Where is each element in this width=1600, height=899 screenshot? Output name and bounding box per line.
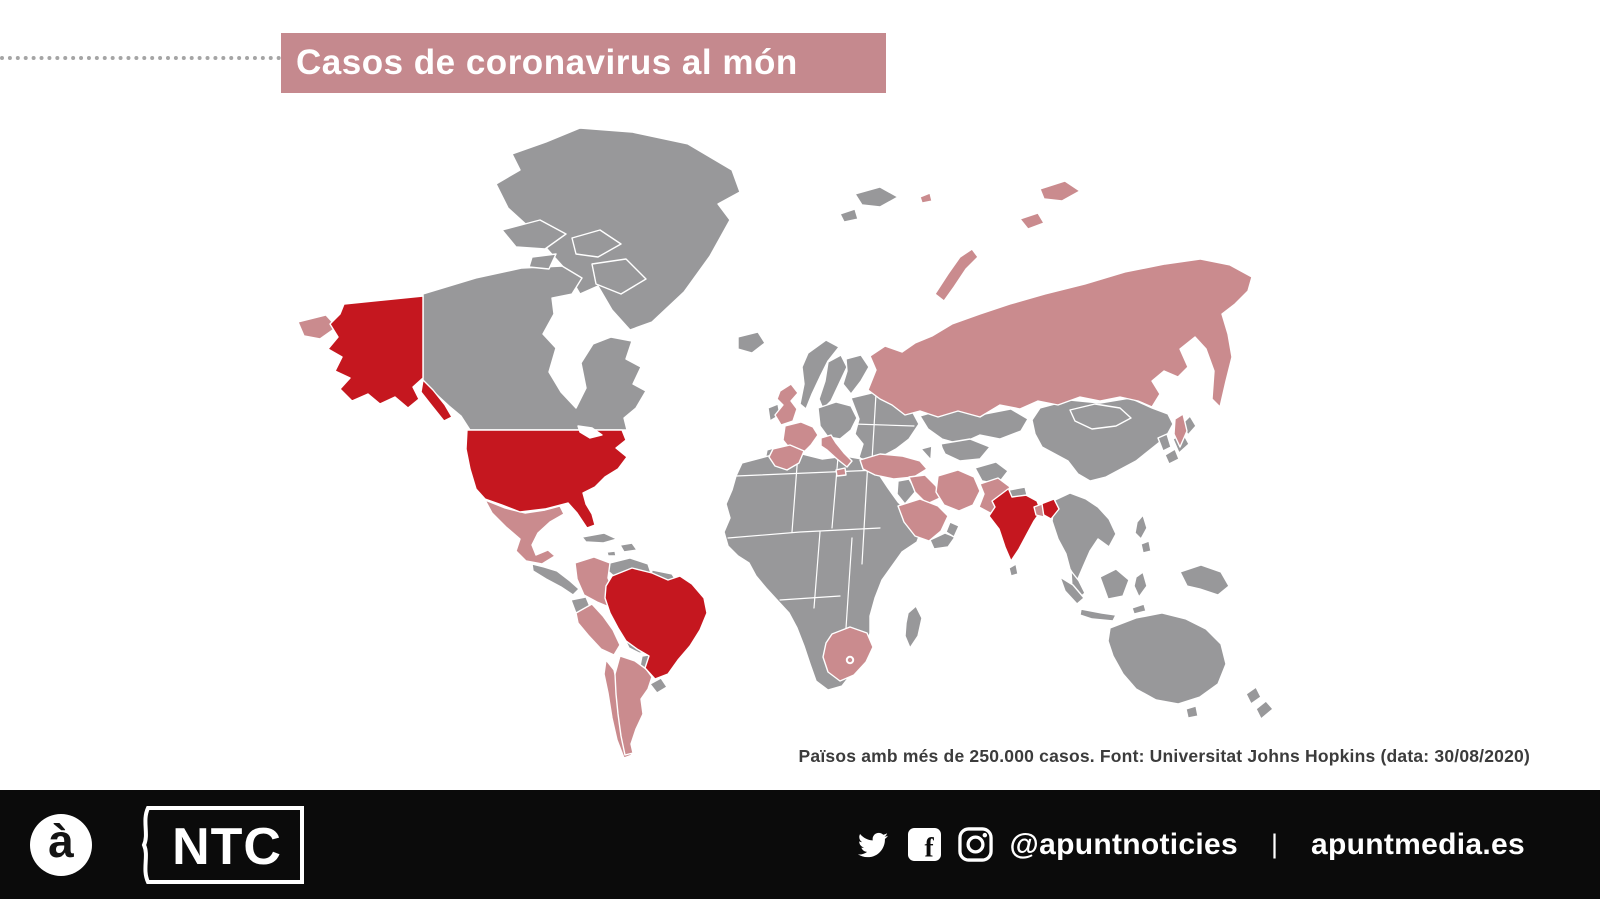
country-oman <box>945 521 960 538</box>
country-uruguay <box>649 677 668 694</box>
country-south-africa <box>822 626 874 682</box>
island-tasmania <box>1185 705 1199 719</box>
country-peru <box>575 603 621 656</box>
island-sakhalin <box>1173 413 1188 448</box>
canada-arctic-island <box>528 253 557 270</box>
island-novaya-zemlya <box>934 248 979 302</box>
title-banner: Casos de coronavirus al món <box>281 33 886 93</box>
country-svalbard <box>839 208 859 223</box>
social-handle: @apuntnoticies <box>1009 827 1239 861</box>
island-sicily <box>835 467 847 477</box>
russia-arctic-island <box>1039 180 1081 202</box>
country-iceland <box>737 331 766 354</box>
country-japan <box>1164 448 1180 465</box>
ntc-logo-text: NTC <box>172 818 282 876</box>
title-connector-dots <box>0 56 281 60</box>
country-mongolia <box>1069 403 1132 430</box>
country-turkey <box>859 453 928 480</box>
page-title: Casos de coronavirus al món <box>296 43 798 82</box>
country-nepal <box>1008 486 1028 498</box>
region-levant <box>896 478 917 505</box>
country-cuba <box>581 532 618 544</box>
island-sulawesi <box>1133 571 1148 598</box>
country-bangladesh <box>1033 503 1045 518</box>
landmasses-default <box>422 127 1274 720</box>
region-chukotka <box>297 314 338 340</box>
country-brazil <box>604 567 708 680</box>
country-madagascar <box>904 605 923 649</box>
canada-arctic-island <box>501 219 567 250</box>
island-jamaica <box>606 550 617 557</box>
country-korea <box>1157 433 1172 452</box>
apunt-logo: à <box>30 813 92 876</box>
island-sumatra <box>1059 576 1085 605</box>
russia-arctic-island <box>919 192 933 204</box>
region-southeast-asia <box>1051 492 1117 582</box>
country-sri-lanka <box>1008 563 1019 577</box>
country-lesotho <box>845 655 855 665</box>
island-new-guinea <box>1179 564 1230 596</box>
region-central-america <box>531 563 580 596</box>
facebook-icon: f <box>907 828 941 861</box>
world-map <box>297 127 1274 758</box>
great-lakes <box>577 425 603 439</box>
country-india <box>988 488 1042 562</box>
ntc-logo: NTC <box>141 805 304 884</box>
country-mexico <box>484 499 565 565</box>
footer-bar: à NTC f @apuntnoticies | apuntmedia.es <box>0 790 1600 899</box>
country-greenland <box>495 127 741 331</box>
island-borneo <box>1099 568 1130 600</box>
country-svalbard <box>854 186 899 208</box>
source-caption: Països amb més de 250.000 casos. Font: U… <box>798 746 1530 766</box>
region-central-europe <box>817 401 858 440</box>
canada-arctic-island <box>571 229 622 258</box>
country-iraq <box>908 474 941 505</box>
countries-over-250k-cases <box>297 180 1253 758</box>
country-finland <box>842 354 870 395</box>
country-border-lines <box>727 393 915 629</box>
country-philippines <box>1134 514 1148 540</box>
country-baffin-island <box>591 258 647 295</box>
country-philippines <box>1140 540 1152 554</box>
alaska-panhandle <box>420 379 453 422</box>
country-new-zealand <box>1245 686 1262 705</box>
countries-highest-cases <box>327 295 1060 680</box>
overlay-details <box>577 425 1045 665</box>
island-java <box>1079 608 1117 622</box>
ntc-logo-frame <box>141 805 304 884</box>
region-central-asia <box>939 438 991 462</box>
separator-pipe: | <box>1271 829 1279 859</box>
instagram-icon <box>957 827 993 862</box>
country-new-zealand <box>1255 700 1274 720</box>
country-united-kingdom <box>774 383 799 426</box>
country-norway <box>799 339 840 410</box>
country-saudi-arabia <box>897 498 949 542</box>
website-url: apuntmedia.es <box>1311 827 1525 861</box>
country-russia <box>867 258 1253 418</box>
country-australia <box>1107 612 1227 705</box>
country-italy <box>820 434 853 468</box>
country-sweden <box>818 354 848 410</box>
country-yemen <box>929 532 956 550</box>
island-hispaniola <box>619 542 638 553</box>
state-alaska <box>327 295 424 409</box>
apunt-logo-letter: à <box>48 814 74 867</box>
svg-text:f: f <box>924 831 934 861</box>
country-iran <box>935 469 981 512</box>
island-timor <box>1131 603 1147 615</box>
social-strip: f @apuntnoticies | apuntmedia.es <box>855 827 1525 862</box>
country-spain <box>768 444 805 471</box>
twitter-icon <box>857 832 888 857</box>
russia-arctic-island <box>1019 212 1045 230</box>
caspian-sea <box>930 439 945 469</box>
country-united-states <box>465 429 628 529</box>
